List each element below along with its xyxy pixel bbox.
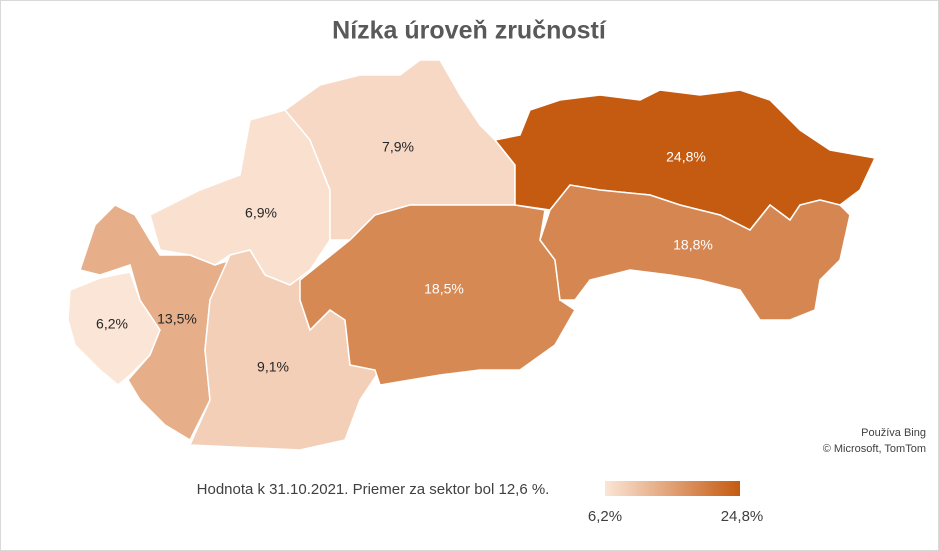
data-label: 18,5% [424,281,464,297]
data-label: 6,2% [96,316,128,332]
data-label: 13,5% [157,311,197,327]
regions: 6,2% 13,5% 6,9% 9,1% 7,9% 18,5% 24,8% 18,8% [67,59,877,451]
attribution: © Microsoft, TomTom [823,443,926,455]
region [299,204,576,386]
data-label: 6,9% [245,205,277,221]
scale-min-label: 6,2% [588,508,622,525]
region [67,271,161,386]
region [539,184,851,321]
data-label: 18,8% [673,237,713,253]
data-label: 24,8% [666,149,706,165]
attribution: Používa Bing [861,427,926,439]
data-label: 9,1% [257,359,289,375]
color-scale-bar [605,481,740,496]
chart-title: Nízka úroveň zručností [332,17,607,45]
data-label: 7,9% [382,139,414,155]
note: Hodnota k 31.10.2021. Priemer za sektor … [197,481,550,498]
scale-max-label: 24,8% [721,508,764,525]
